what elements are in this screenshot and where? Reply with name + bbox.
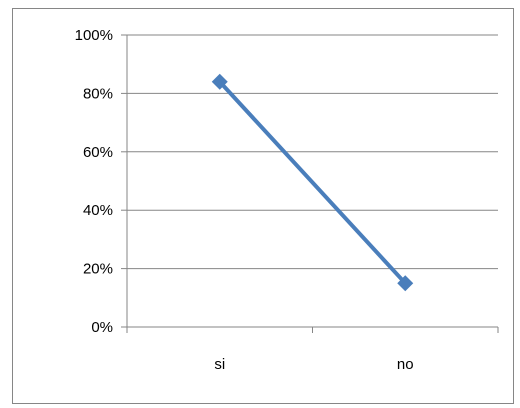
chart-area: 0% 20% 40% 60% 80% 100% si no [12, 8, 514, 404]
data-point-marker [397, 275, 414, 292]
series-line [218, 80, 407, 285]
y-tick-label: 0% [91, 319, 113, 336]
y-tick-label: 100% [75, 27, 113, 44]
x-tick-label: no [397, 356, 414, 373]
y-tick-label: 40% [83, 202, 113, 219]
y-tick-label: 80% [83, 85, 113, 102]
y-tick-label: 20% [83, 261, 113, 278]
data-point-marker [211, 73, 228, 90]
line-chart: 0% 20% 40% 60% 80% 100% si no [75, 27, 499, 373]
x-tick-label: si [214, 356, 225, 373]
y-tick-label: 60% [83, 144, 113, 161]
